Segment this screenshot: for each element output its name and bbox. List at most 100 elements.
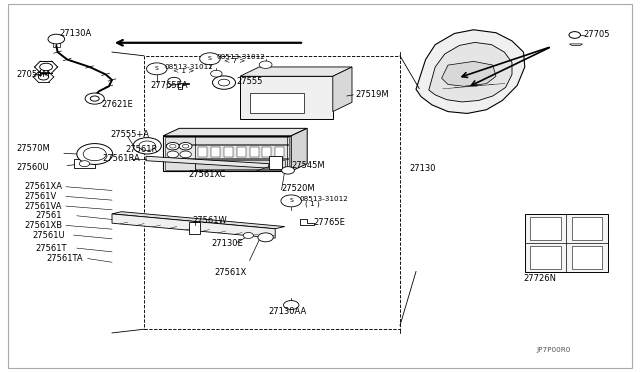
Text: S: S bbox=[208, 56, 212, 61]
Bar bbox=[530, 246, 561, 269]
Text: 27570M: 27570M bbox=[16, 144, 50, 153]
Polygon shape bbox=[429, 42, 512, 102]
Polygon shape bbox=[163, 128, 307, 136]
Text: 27561X: 27561X bbox=[214, 268, 246, 277]
Bar bbox=[189, 222, 200, 234]
Circle shape bbox=[166, 142, 179, 150]
Circle shape bbox=[258, 233, 273, 242]
Text: 08513-31012: 08513-31012 bbox=[216, 54, 265, 60]
Bar bbox=[275, 147, 284, 157]
Text: 27561: 27561 bbox=[35, 211, 61, 220]
Circle shape bbox=[139, 141, 156, 151]
Bar bbox=[211, 147, 220, 157]
Bar bbox=[198, 147, 207, 157]
Bar bbox=[224, 147, 233, 157]
Circle shape bbox=[281, 195, 301, 207]
Circle shape bbox=[167, 151, 179, 158]
Text: 27765EA: 27765EA bbox=[150, 81, 188, 90]
Bar bbox=[262, 147, 271, 157]
Text: 27705: 27705 bbox=[584, 30, 610, 39]
Text: 27561VA: 27561VA bbox=[24, 202, 62, 211]
Circle shape bbox=[243, 232, 253, 238]
Bar bbox=[250, 147, 259, 157]
Circle shape bbox=[77, 144, 113, 164]
Circle shape bbox=[179, 142, 192, 150]
Circle shape bbox=[170, 144, 176, 148]
Polygon shape bbox=[300, 219, 314, 225]
Polygon shape bbox=[570, 44, 582, 45]
Bar bbox=[53, 39, 60, 46]
Circle shape bbox=[180, 151, 191, 158]
Text: 27561V: 27561V bbox=[24, 192, 56, 201]
Text: 08513-31012: 08513-31012 bbox=[300, 196, 348, 202]
Bar bbox=[195, 160, 285, 169]
Bar bbox=[269, 156, 282, 169]
Bar bbox=[165, 137, 289, 144]
Text: 08513-31012: 08513-31012 bbox=[164, 64, 213, 70]
Bar bbox=[165, 145, 289, 158]
Text: 27519M: 27519M bbox=[355, 90, 389, 99]
Text: 27561XA: 27561XA bbox=[24, 182, 62, 191]
Text: JP7P00R0: JP7P00R0 bbox=[536, 347, 571, 353]
Polygon shape bbox=[178, 83, 189, 89]
Text: 27054M: 27054M bbox=[16, 70, 50, 79]
Polygon shape bbox=[333, 67, 352, 112]
Polygon shape bbox=[416, 30, 525, 113]
Text: < 7 >: < 7 > bbox=[224, 58, 245, 64]
Text: 27130A: 27130A bbox=[60, 29, 92, 38]
Text: 27561R: 27561R bbox=[125, 145, 158, 154]
Text: 27545M: 27545M bbox=[291, 161, 325, 170]
Circle shape bbox=[83, 147, 106, 161]
Text: 27561RA: 27561RA bbox=[102, 154, 140, 163]
Circle shape bbox=[79, 161, 90, 167]
Text: 27560U: 27560U bbox=[16, 163, 49, 172]
Circle shape bbox=[259, 61, 272, 68]
Polygon shape bbox=[112, 214, 275, 238]
Text: 27561T: 27561T bbox=[35, 244, 67, 253]
Polygon shape bbox=[240, 67, 352, 76]
Circle shape bbox=[218, 79, 230, 86]
Circle shape bbox=[168, 77, 180, 85]
Bar bbox=[572, 217, 602, 240]
Text: 27561XC: 27561XC bbox=[189, 170, 227, 179]
Text: 27520M: 27520M bbox=[282, 185, 316, 193]
Circle shape bbox=[147, 63, 167, 75]
Circle shape bbox=[282, 167, 294, 174]
Bar bbox=[250, 93, 304, 113]
Bar bbox=[144, 56, 400, 329]
Polygon shape bbox=[112, 212, 285, 229]
Polygon shape bbox=[442, 61, 496, 86]
Bar bbox=[240, 76, 333, 119]
Text: 27555: 27555 bbox=[237, 77, 263, 86]
Circle shape bbox=[133, 138, 161, 154]
Text: 27555+A: 27555+A bbox=[110, 130, 149, 139]
Circle shape bbox=[569, 32, 580, 38]
Bar bbox=[572, 246, 602, 269]
Text: 27561U: 27561U bbox=[32, 231, 65, 240]
Circle shape bbox=[40, 63, 52, 71]
Circle shape bbox=[212, 76, 236, 89]
Bar bbox=[74, 159, 95, 168]
Bar bbox=[530, 217, 561, 240]
Bar bbox=[163, 136, 291, 171]
Text: 27621E: 27621E bbox=[101, 100, 133, 109]
Bar bbox=[165, 159, 289, 170]
Text: ( 1 ): ( 1 ) bbox=[305, 200, 319, 207]
Circle shape bbox=[38, 74, 49, 80]
Text: 27561XB: 27561XB bbox=[24, 221, 63, 230]
Bar bbox=[237, 147, 246, 157]
Text: 27726N: 27726N bbox=[524, 274, 557, 283]
Text: 27130E: 27130E bbox=[211, 239, 243, 248]
Circle shape bbox=[90, 96, 99, 101]
Polygon shape bbox=[291, 128, 307, 171]
Text: 27130AA: 27130AA bbox=[269, 307, 307, 316]
Circle shape bbox=[48, 34, 65, 44]
Text: < 1 >: < 1 > bbox=[173, 68, 194, 74]
Text: 27765E: 27765E bbox=[314, 218, 346, 227]
Text: S: S bbox=[155, 66, 159, 71]
Text: 27130: 27130 bbox=[410, 164, 436, 173]
Bar bbox=[573, 35, 577, 44]
Polygon shape bbox=[146, 156, 269, 168]
Text: S: S bbox=[289, 198, 293, 203]
Text: 27561TA: 27561TA bbox=[46, 254, 83, 263]
